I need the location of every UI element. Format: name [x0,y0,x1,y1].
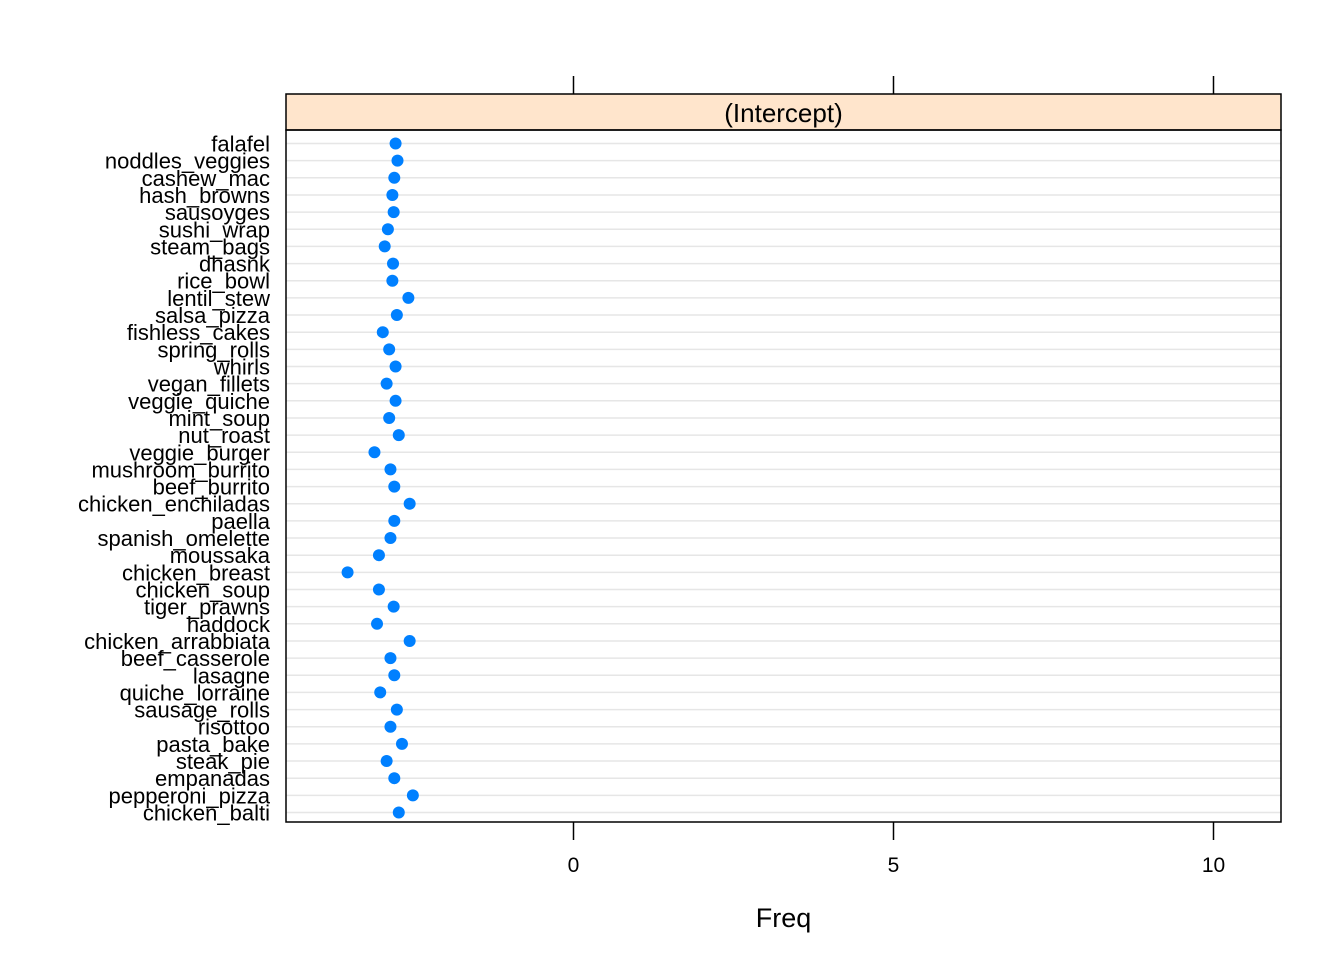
point-quiche_lorraine [374,686,387,699]
point-beef_burrito [388,480,401,493]
point-steak_pie [380,755,393,768]
point-mint_soup [383,411,396,424]
y-tick-label-rice_bowl: rice_bowl [177,269,270,294]
point-haddock [371,617,384,630]
point-falafel [389,137,402,150]
x-axis: 0 5 10 [568,76,1225,877]
y-tick-label-hash_browns: hash_browns [139,183,270,208]
point-veggie_quiche [389,394,402,407]
point-lasagne [388,669,401,682]
y-tick-label-chicken_enchiladas: chicken_enchiladas [78,492,270,517]
point-chicken_enchiladas [403,497,416,510]
plot-frame [285,129,1282,823]
point-mushroom_burrito [384,463,397,476]
point-dhasnk [387,257,400,270]
point-pepperoni_pizza [406,789,419,802]
y-tick-label-mint_soup: mint_soup [168,406,270,431]
x-tick-label-5: 5 [888,854,900,877]
y-tick-label-falafel: falafel [211,132,270,157]
point-sausoyges [387,206,400,219]
point-spring_rolls [383,343,396,356]
y-tick-label-risottoo: risottoo [198,715,270,740]
point-chicken_balti [392,806,405,819]
y-tick-label-lentil_stew: lentil_stew [167,286,270,311]
y-tick-label-paella: paella [211,509,270,534]
y-tick-label-spanish_omelette: spanish_omelette [98,526,270,551]
y-tick-label-veggie_burger: veggie_burger [129,440,270,465]
y-tick-label-sausage_rolls: sausage_rolls [134,698,270,723]
y-tick-label-lasagne: lasagne [193,663,270,688]
y-tick-label-chicken_balti: chicken_balti [143,801,270,826]
point-paella [388,514,401,527]
point-hash_browns [386,188,399,201]
y-tick-label-steam_bags: steam_bags [150,234,270,259]
y-tick-label-mushroom_burrito: mushroom_burrito [91,457,270,482]
point-sausage_rolls [390,703,403,716]
y-tick-label-salsa_pizza: salsa_pizza [155,303,271,328]
y-tick-label-fishless_cakes: fishless_cakes [127,320,270,345]
y-tick-label-pasta_bake: pasta_bake [156,732,270,757]
y-tick-label-sushi_wrap: sushi_wrap [159,217,270,242]
point-empanadas [388,772,401,785]
y-tick-label-dhasnk: dhasnk [199,252,271,277]
point-chicken_soup [372,583,385,596]
point-chicken_arrabbiata [403,634,416,647]
y-tick-label-empanadas: empanadas [155,766,270,791]
point-noddles_veggies [391,154,404,167]
y-tick-label-nut_roast: nut_roast [178,423,270,448]
point-whirls [389,360,402,373]
y-tick-label-cashew_mac: cashew_mac [142,166,270,191]
point-pasta_bake [395,737,408,750]
y-tick-label-noddles_veggies: noddles_veggies [105,149,270,174]
x-tick-label-0: 0 [568,854,580,877]
x-tick-label-10: 10 [1202,854,1225,877]
point-lentil_stew [402,291,415,304]
y-tick-label-whirls: whirls [213,355,270,380]
y-tick-label-veggie_quiche: veggie_quiche [128,389,270,414]
point-sushi_wrap [381,223,394,236]
point-rice_bowl [386,274,399,287]
y-tick-label-chicken_breast: chicken_breast [122,560,270,585]
y-tick-label-quiche_lorraine: quiche_lorraine [120,680,270,705]
panel-strip [285,93,1282,131]
y-tick-label-haddock: haddock [187,612,271,637]
data-points [341,137,419,819]
point-cashew_mac [388,171,401,184]
x-axis-title: Freq [756,903,812,933]
gridlines [286,142,1281,814]
y-tick-label-beef_burrito: beef_burrito [153,475,270,500]
point-vegan_fillets [380,377,393,390]
point-veggie_burger [368,446,381,459]
point-salsa_pizza [390,309,403,322]
y-tick-label-pepperoni_pizza: pepperoni_pizza [109,783,271,808]
point-beef_casserole [384,652,397,665]
y-tick-label-steak_pie: steak_pie [176,749,270,774]
point-chicken_breast [341,566,354,579]
y-tick-label-chicken_arrabbiata: chicken_arrabbiata [84,629,271,654]
y-tick-label-spring_rolls: spring_rolls [158,337,271,362]
point-fishless_cakes [376,326,389,339]
y-axis-labels: falafelnoddles_veggiescashew_machash_bro… [78,132,271,826]
point-steam_bags [378,240,391,253]
point-spanish_omelette [384,532,397,545]
y-tick-label-beef_casserole: beef_casserole [121,646,270,671]
y-tick-label-moussaka: moussaka [170,543,271,568]
point-nut_roast [392,429,405,442]
point-tiger_prawns [387,600,400,613]
y-tick-label-chicken_soup: chicken_soup [135,578,270,603]
strip-label: (Intercept) [724,98,843,128]
point-moussaka [372,549,385,562]
y-tick-label-sausoyges: sausoyges [165,200,270,225]
y-tick-label-vegan_fillets: vegan_fillets [148,372,270,397]
point-risottoo [384,720,397,733]
y-tick-label-tiger_prawns: tiger_prawns [144,595,270,620]
